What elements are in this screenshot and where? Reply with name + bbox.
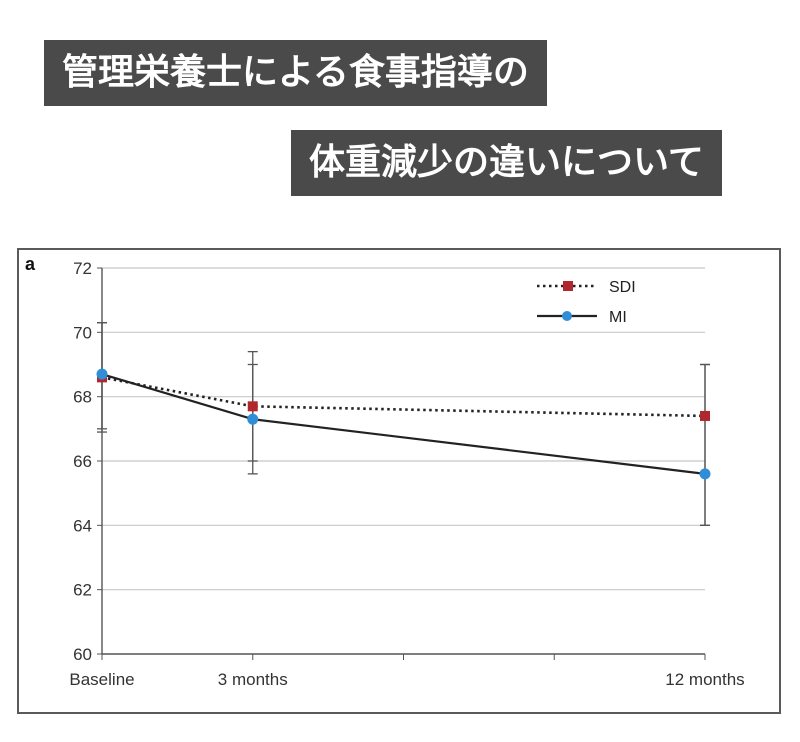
title-banner-line-2: 体重減少の違いについて: [291, 130, 722, 196]
panel-label: a: [25, 254, 36, 274]
data-point-mi: [96, 368, 108, 380]
data-point-sdi: [700, 410, 710, 421]
chart-frame: a 60 62 64 66 68 70 72 Baseline 3 months 12 mont…: [17, 248, 781, 714]
y-tick-labels: 60 62 64 66 68 70 72: [73, 259, 92, 664]
x-tick-labels: Baseline 3 months 12 months: [69, 670, 744, 689]
data-point-mi: [247, 413, 259, 425]
y-tick-label: 60: [73, 645, 92, 664]
x-tick-label: 3 months: [218, 670, 288, 689]
y-tick-label: 68: [73, 388, 92, 407]
series-line-mi: [101, 373, 706, 475]
legend-label-mi: MI: [609, 309, 627, 326]
y-tick-label: 70: [73, 323, 92, 342]
data-point-sdi: [247, 401, 258, 412]
legend-marker-sdi: [563, 281, 573, 291]
y-tick-label: 66: [73, 452, 92, 471]
legend-marker-mi: [562, 311, 572, 321]
x-tick-label: 12 months: [665, 670, 744, 689]
y-tick-label: 62: [73, 581, 92, 600]
y-tick-label: 64: [73, 516, 92, 535]
axes: [97, 267, 706, 660]
series-layer: [96, 322, 711, 526]
x-tick-label: Baseline: [69, 670, 134, 689]
title-banner-line-1: 管理栄養士による食事指導の: [44, 40, 547, 106]
legend-label-sdi: SDI: [609, 279, 636, 296]
y-tick-label: 72: [73, 259, 92, 278]
data-point-mi: [699, 468, 711, 480]
legend: SDI MI: [537, 279, 636, 326]
weight-line-chart: a 60 62 64 66 68 70 72 Baseline 3 months 12 mont…: [25, 254, 745, 689]
